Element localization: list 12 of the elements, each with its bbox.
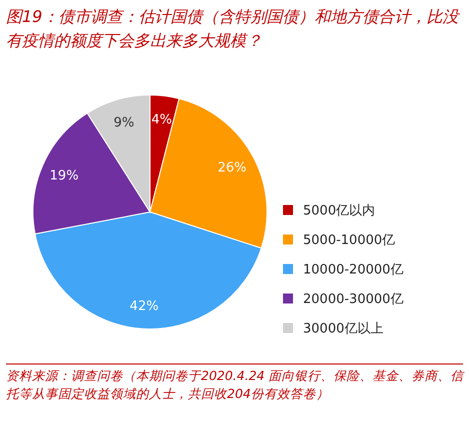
data-label: 9% <box>114 116 134 131</box>
data-label: 42% <box>130 298 159 314</box>
chart-title: 图19：债市调查：估计国债（含特别国债）和地方债合计，比没有疫情的额度下会多出来多大规模？ <box>6 7 460 50</box>
data-label: 19% <box>50 168 79 184</box>
legend-label: 20000-30000亿 <box>303 292 404 308</box>
data-label: 4% <box>151 112 172 128</box>
legend-label: 30000亿以上 <box>303 322 384 337</box>
data-label: 26% <box>218 160 246 176</box>
legend-label: 5000亿以内 <box>303 204 376 219</box>
text: 资料来源：调查问卷（本期问卷于2020.4.24 面向银行、保险、基金、券商、信托等从事固定收益领域的人士，共回收204份有效答卷） <box>6 368 466 401</box>
legend-label: 10000-20000亿 <box>303 262 404 278</box>
legend-label: 5000-10000亿 <box>303 233 396 248</box>
